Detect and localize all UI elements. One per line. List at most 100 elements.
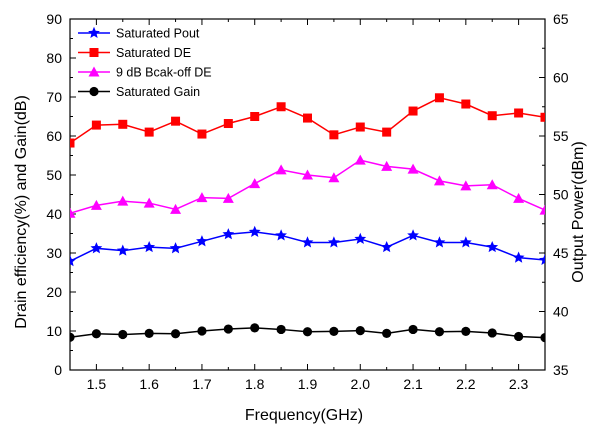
legend-item: 9 dB Bcak-off DE: [78, 66, 212, 80]
data-point: [223, 119, 233, 129]
x-tick-label: 2.0: [351, 376, 371, 392]
legend-marker: [88, 26, 100, 39]
x-tick-label: 1.6: [139, 376, 159, 392]
legend-label: 9 dB Bcak-off DE: [116, 66, 212, 80]
data-point: [329, 326, 339, 336]
data-point: [91, 120, 101, 130]
data-point: [514, 331, 524, 342]
data-point: [302, 169, 313, 180]
legend-marker: [88, 66, 100, 77]
data-point: [275, 229, 288, 241]
data-point: [329, 130, 339, 140]
data-point: [327, 236, 340, 248]
data-point: [301, 236, 314, 248]
data-point: [459, 236, 472, 248]
data-point: [540, 112, 545, 122]
data-point: [276, 324, 286, 335]
data-point: [302, 327, 313, 337]
data-point: [90, 242, 103, 254]
data-point: [354, 232, 367, 244]
data-point: [539, 204, 545, 215]
x-tick-label: 2.3: [509, 376, 529, 392]
left-tick-label: 70: [46, 89, 62, 105]
left-tick-label: 10: [46, 323, 62, 339]
data-point: [144, 328, 154, 338]
legend-label: Saturated DE: [116, 46, 191, 60]
series-saturated-de: [70, 93, 545, 148]
data-point: [70, 138, 75, 148]
data-point: [382, 127, 392, 137]
left-tick-label: 90: [46, 11, 62, 27]
data-point: [117, 195, 129, 206]
data-point: [170, 329, 181, 339]
data-point: [250, 112, 260, 121]
axis-ticks: 1.5 1.6 1.7 1.8 1.9 2.0 2.1 2.2 2.3 0 10 20 30 40 50 60…: [46, 11, 568, 392]
data-point: [276, 102, 286, 112]
data-point: [70, 332, 75, 342]
data-point: [486, 179, 498, 190]
data-point: [70, 207, 76, 218]
data-point: [118, 329, 128, 340]
data-point: [512, 251, 525, 263]
left-tick-label: 60: [46, 128, 62, 144]
x-tick-label: 2.1: [403, 376, 423, 392]
data-point: [118, 119, 128, 129]
data-point: [434, 93, 444, 103]
data-point: [380, 240, 393, 253]
left-tick-label: 80: [46, 50, 62, 66]
data-point: [407, 229, 419, 241]
data-point: [222, 228, 235, 240]
legend-marker: [89, 86, 99, 97]
data-point: [355, 326, 365, 336]
series-9-db-bcak-off-de: [70, 154, 545, 218]
data-point: [407, 163, 419, 174]
data-point: [381, 160, 393, 171]
data-point: [197, 129, 207, 139]
legend-marker: [89, 48, 99, 57]
series-saturated-pout: [70, 225, 545, 267]
data-point: [144, 127, 154, 137]
data-point: [486, 240, 499, 253]
data-point: [250, 323, 260, 333]
data-point: [223, 324, 233, 334]
data-point: [143, 240, 156, 253]
left-tick-label: 50: [46, 167, 62, 183]
right-axis-title: Output Power(dBm): [570, 141, 587, 282]
x-tick-label: 2.2: [456, 376, 476, 392]
data-point: [460, 180, 472, 191]
data-point: [539, 253, 545, 266]
left-tick-label: 0: [54, 362, 62, 378]
x-axis-title: Frequency(GHz): [245, 407, 363, 424]
data-point: [143, 197, 155, 208]
data-point: [434, 327, 445, 337]
data-point: [408, 106, 418, 116]
data-point: [196, 235, 208, 247]
x-tick-label: 1.7: [192, 376, 212, 392]
data-point: [355, 122, 365, 132]
right-tick-label: 55: [553, 128, 569, 144]
x-tick-label: 1.8: [245, 376, 265, 392]
right-tick-label: 35: [553, 362, 569, 378]
legend-item: Saturated Pout: [78, 27, 200, 41]
data-point: [91, 329, 101, 339]
series-layer: [70, 93, 545, 343]
data-point: [461, 326, 471, 336]
data-point: [116, 244, 129, 256]
data-point: [433, 236, 446, 248]
right-tick-label: 40: [553, 304, 569, 320]
data-point: [70, 254, 76, 267]
data-point: [354, 154, 366, 165]
left-tick-label: 20: [46, 284, 62, 300]
x-tick-label: 1.5: [87, 376, 107, 392]
data-point: [249, 178, 261, 189]
data-point: [408, 324, 418, 335]
data-point: [513, 192, 525, 203]
data-point: [487, 328, 497, 338]
data-point: [540, 333, 545, 343]
data-point: [170, 203, 182, 214]
data-point: [248, 225, 261, 237]
data-point: [487, 111, 497, 121]
data-point: [90, 199, 102, 210]
data-point: [196, 192, 208, 203]
